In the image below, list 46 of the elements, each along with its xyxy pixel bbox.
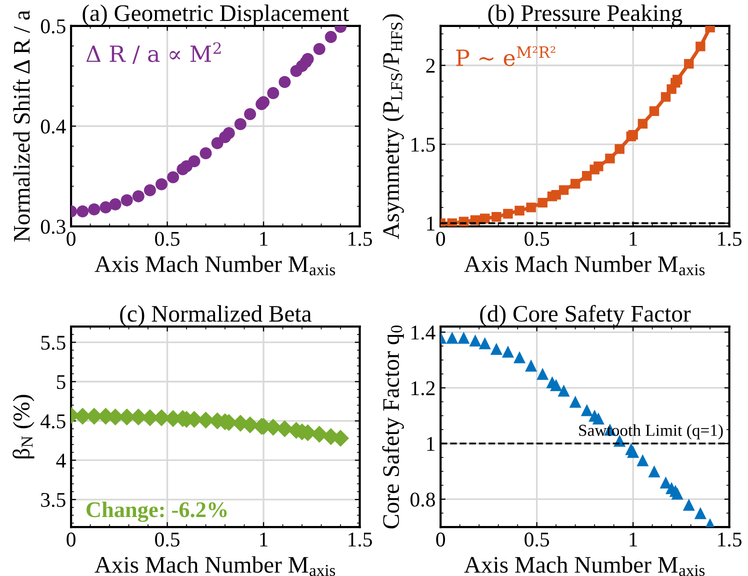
y-tick-label: 1: [427, 436, 434, 451]
chart-title: (b) Pressure Peaking: [488, 4, 682, 26]
x-tick-label: 1: [630, 232, 638, 246]
x-tick-label: 0: [66, 532, 76, 547]
y-axis-title: β$_{N}$ (%): [12, 394, 34, 458]
annotation: Δ R / a ∝ M$^{2}$: [86, 42, 221, 64]
x-tick-label: 1: [260, 232, 268, 246]
y-tick-label: 5: [56, 375, 66, 390]
x-tick-label: 1.5: [718, 232, 742, 246]
y-tick-label: 1.2: [412, 381, 435, 396]
x-tick-label: 1.5: [718, 532, 742, 547]
y-tick-label: 5.5: [41, 336, 66, 350]
y-axis-title: Asymmetry (P$_{LFS}$/P$_{HFS}$): [382, 14, 404, 240]
x-tick-label: 1.5: [348, 232, 372, 246]
chart-title: (a) Geometric Displacement: [82, 4, 350, 26]
y-tick-label: 4: [56, 454, 66, 468]
y-tick-label: 0.5: [40, 19, 66, 34]
y-tick-label: 3.5: [41, 492, 66, 508]
x-tick-label: 0.5: [155, 232, 180, 246]
y-axis-title: Normalized Shift Δ R / a: [12, 10, 30, 242]
x-tick-label: 0: [66, 232, 76, 246]
x-axis-title: Axis Mach Number M$_{axis}$: [94, 256, 336, 276]
x-tick-label: 0.5: [524, 232, 550, 246]
x-axis-title: Axis Mach Number M$_{axis}$: [94, 556, 336, 576]
y-tick-label: 1: [427, 216, 434, 230]
x-axis-title: Axis Mach Number M$_{axis}$: [464, 556, 705, 576]
x-axis-title: Axis Mach Number M$_{axis}$: [464, 256, 705, 276]
x-tick-label: 1: [630, 532, 638, 546]
y-axis-title: Core Safety Factor q$_{0}$: [382, 326, 404, 528]
y-tick-label: 2: [426, 58, 435, 73]
x-tick-label: 0.5: [155, 532, 180, 547]
y-tick-label: 0.4: [40, 120, 66, 134]
y-tick-label: 0.8: [410, 492, 435, 507]
x-tick-label: 0: [436, 532, 446, 547]
x-tick-label: 0.5: [524, 532, 550, 547]
x-tick-label: 1.5: [348, 532, 372, 547]
y-tick-label: 4.5: [40, 414, 66, 428]
y-tick-label: 1.5: [412, 138, 435, 152]
annotation: Change: -6.2%: [86, 502, 227, 522]
y-tick-label: 1.4: [412, 326, 436, 340]
chart-title: (c) Normalized Beta: [120, 305, 312, 327]
x-tick-label: 1: [260, 532, 268, 546]
y-tick-label: 0.3: [40, 220, 66, 234]
x-tick-label: 0: [436, 232, 446, 246]
annotation: P ∼ e$^{M²R²}$: [456, 46, 556, 66]
chart-title: (d) Core Safety Factor: [480, 304, 691, 327]
